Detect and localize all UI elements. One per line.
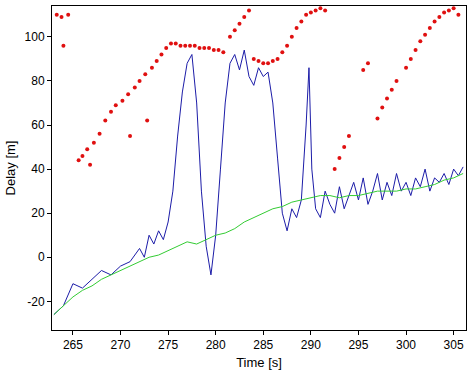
svg-text:265: 265 (63, 338, 83, 352)
svg-text:275: 275 (158, 338, 178, 352)
svg-text:40: 40 (31, 162, 45, 176)
svg-text:305: 305 (444, 338, 464, 352)
svg-text:270: 270 (111, 338, 131, 352)
svg-text:0: 0 (38, 250, 45, 264)
svg-text:80: 80 (31, 74, 45, 88)
svg-text:285: 285 (253, 338, 273, 352)
svg-text:280: 280 (206, 338, 226, 352)
svg-text:-20: -20 (27, 295, 45, 309)
svg-text:20: 20 (31, 206, 45, 220)
svg-text:290: 290 (301, 338, 321, 352)
svg-text:300: 300 (396, 338, 416, 352)
svg-text:Delay [m]: Delay [m] (3, 141, 18, 196)
svg-text:Time [s]: Time [s] (236, 355, 282, 370)
svg-text:100: 100 (25, 30, 45, 44)
svg-text:60: 60 (31, 118, 45, 132)
svg-text:295: 295 (348, 338, 368, 352)
